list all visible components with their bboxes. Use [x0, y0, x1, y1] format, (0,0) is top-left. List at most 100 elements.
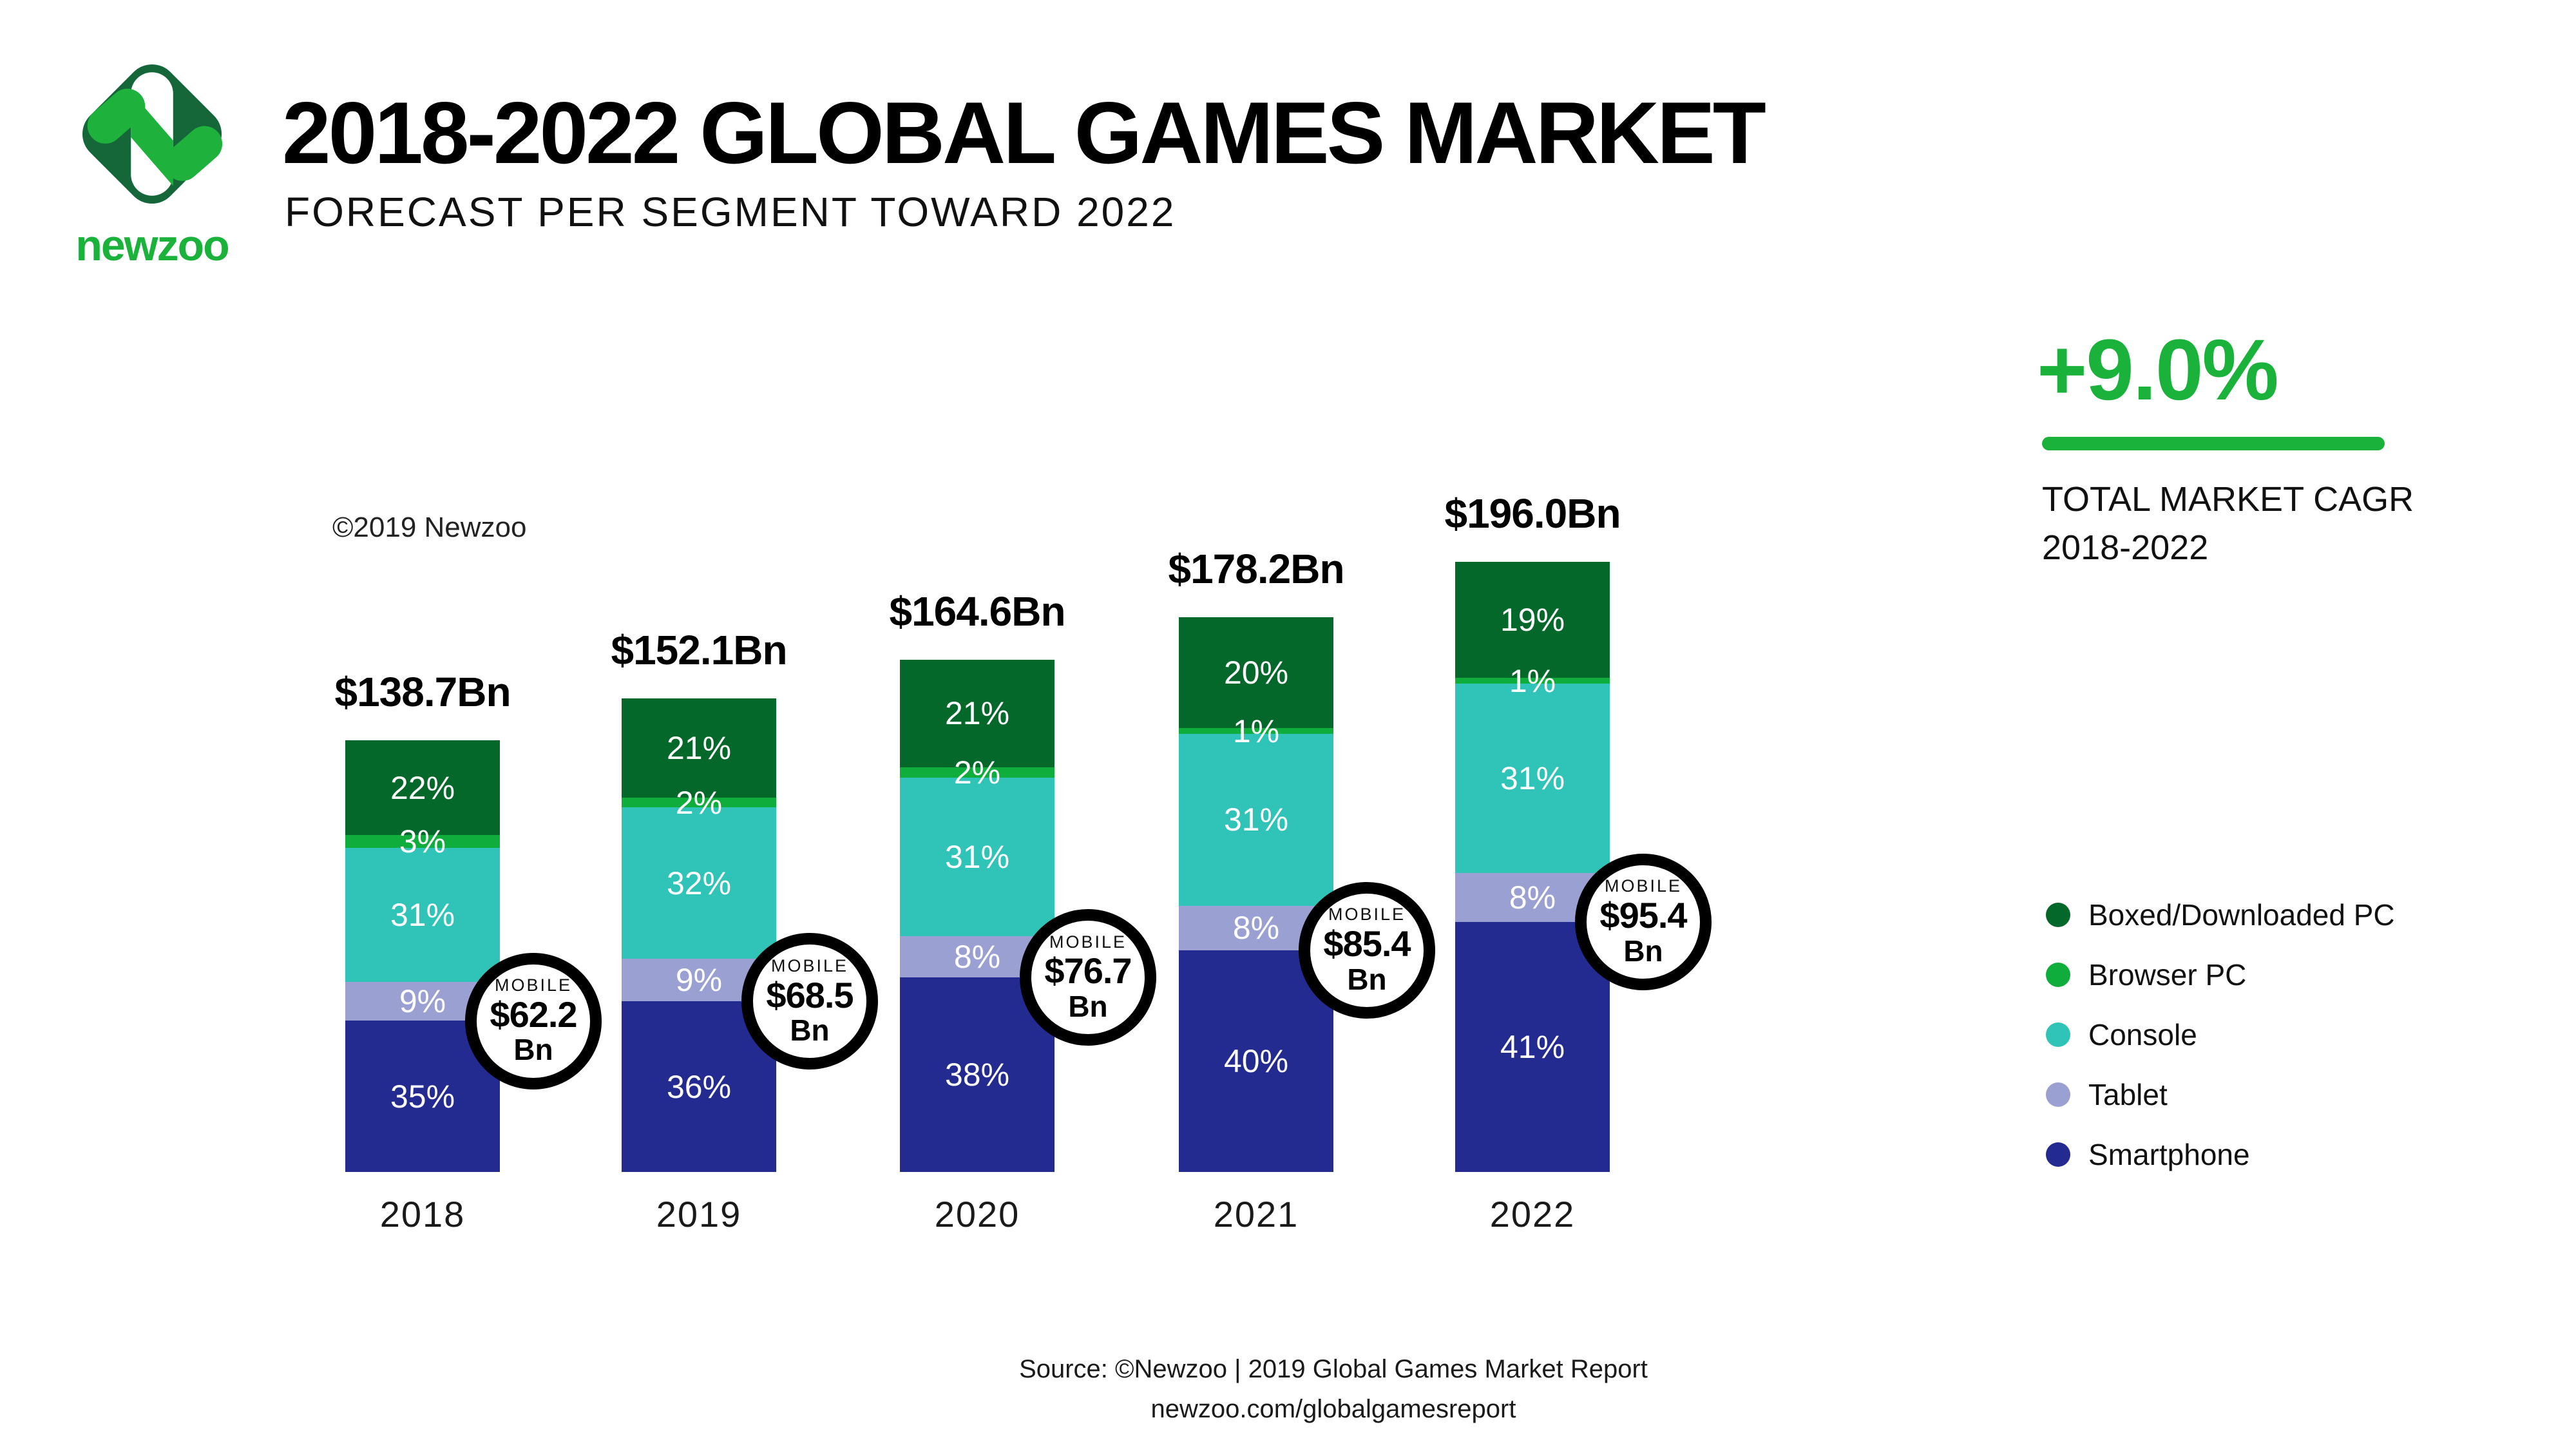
console-color-icon [2046, 1022, 2070, 1047]
source-url: newzoo.com/globalgamesreport [1150, 1395, 1516, 1423]
mobile-badge-2019: MOBILE $68.5 Bn [741, 933, 878, 1070]
segment-label-tablet-2022: 8% [1509, 879, 1556, 916]
cagr-caption-line2: 2018-2022 [2042, 528, 2209, 567]
bar-2021: 20% 1% 31% 8% 40% [1179, 617, 1333, 1172]
boxed-downloaded-pc-color-icon [2046, 903, 2070, 927]
legend-label-smartphone: Smartphone [2088, 1138, 2250, 1171]
cagr-caption: TOTAL MARKET CAGR 2018-2022 [2042, 475, 2414, 571]
segment-label-smartphone-2022: 41% [1500, 1028, 1565, 1065]
year-label-2018: 2018 [379, 1194, 466, 1234]
mobile-badge-value-2022: $95.4 [1599, 895, 1687, 936]
segment-label-boxed-downloaded-pc-2020: 21% [944, 695, 1010, 732]
mobile-badge-unit-2018: Bn [513, 1033, 553, 1067]
mobile-badge-value-2019: $68.5 [766, 974, 854, 1015]
segment-boxed-downloaded-pc-2020: 21% [900, 660, 1054, 767]
mobile-badge-value-2021: $85.4 [1323, 923, 1411, 964]
mobile-badge-2022: MOBILE $95.4 Bn [1575, 853, 1712, 990]
segment-label-smartphone-2018: 35% [390, 1078, 455, 1115]
mobile-badge-unit-2019: Bn [790, 1013, 830, 1048]
bar-2019: 21% 2% 32% 9% 36% [622, 698, 776, 1172]
segment-label-boxed-downloaded-pc-2022: 19% [1500, 601, 1565, 638]
page-title: 2018-2022 GLOBAL GAMES MARKET [282, 84, 1766, 182]
mobile-badge-title-2020: MOBILE [1049, 932, 1127, 952]
mobile-badge-title-2019: MOBILE [770, 956, 849, 976]
mobile-badge-value-2018: $62.2 [490, 993, 577, 1035]
legend-label-console: Console [2088, 1018, 2197, 1051]
segment-label-boxed-downloaded-pc-2021: 20% [1223, 655, 1289, 691]
segment-browser-pc-2019: 2% [622, 787, 776, 819]
bar-2020: 21% 2% 31% 8% 38% [900, 660, 1054, 1172]
segment-smartphone-2019: 36% [622, 1001, 776, 1172]
legend-item-boxed-downloaded-pc: Boxed/Downloaded PC [2046, 893, 2395, 937]
mobile-badge-2021: MOBILE $85.4 Bn [1299, 881, 1435, 1019]
year-label-2021: 2021 [1213, 1194, 1299, 1234]
segment-console-2021: 31% [1179, 733, 1333, 906]
segment-label-browser-pc-2021: 1% [1232, 713, 1280, 749]
total-label-2019: $152.1Bn [611, 627, 787, 673]
cagr-underline [2042, 437, 2385, 450]
segment-label-tablet-2018: 9% [399, 983, 446, 1020]
segment-label-smartphone-2020: 38% [944, 1056, 1010, 1093]
smartphone-color-icon [2046, 1142, 2070, 1167]
segment-label-console-2020: 31% [944, 839, 1010, 876]
tablet-color-icon [2046, 1082, 2070, 1107]
year-label-2020: 2020 [934, 1194, 1020, 1234]
segment-browser-pc-2021: 1% [1179, 715, 1333, 747]
mobile-badge-value-2020: $76.7 [1044, 950, 1132, 992]
legend-item-smartphone: Smartphone [2046, 1133, 2395, 1176]
segment-boxed-downloaded-pc-2019: 21% [622, 698, 776, 798]
segment-label-browser-pc-2022: 1% [1509, 662, 1556, 699]
segment-boxed-downloaded-pc-2021: 20% [1179, 617, 1333, 729]
source-line: Source: ©Newzoo | 2019 Global Games Mark… [1019, 1355, 1648, 1383]
segment-browser-pc-2018: 3% [345, 825, 500, 858]
segment-label-browser-pc-2020: 2% [953, 754, 1001, 791]
browser-pc-color-icon [2046, 963, 2070, 987]
segment-console-2019: 32% [622, 807, 776, 959]
source-footer: Source: ©Newzoo | 2019 Global Games Mark… [367, 1349, 2300, 1429]
legend-label-browser-pc: Browser PC [2088, 958, 2247, 992]
segment-smartphone-2021: 40% [1179, 950, 1333, 1172]
segment-console-2018: 31% [345, 848, 500, 983]
segment-label-boxed-downloaded-pc-2019: 21% [666, 730, 732, 767]
bar-2018: 22% 3% 31% 9% 35% [345, 740, 500, 1172]
bar-2022: 19% 1% 31% 8% 41% [1455, 562, 1610, 1172]
legend-item-console: Console [2046, 1013, 2395, 1057]
segment-label-console-2021: 31% [1223, 801, 1289, 838]
mobile-badge-title-2022: MOBILE [1604, 876, 1683, 896]
newzoo-wordmark: newzoo [75, 221, 229, 270]
cagr-value: +9.0% [2037, 322, 2279, 418]
mobile-badge-2020: MOBILE $76.7 Bn [1020, 908, 1156, 1046]
segment-label-console-2018: 31% [390, 897, 455, 934]
segment-browser-pc-2020: 2% [900, 756, 1054, 789]
newzoo-diamond-icon [82, 64, 223, 204]
segment-smartphone-2022: 41% [1455, 921, 1610, 1172]
cagr-caption-line1: TOTAL MARKET CAGR [2042, 480, 2414, 519]
segment-browser-pc-2022: 1% [1455, 665, 1610, 697]
segment-label-boxed-downloaded-pc-2018: 22% [390, 769, 455, 806]
mobile-badge-unit-2020: Bn [1068, 989, 1108, 1023]
segment-label-browser-pc-2018: 3% [399, 823, 446, 860]
segment-label-console-2022: 31% [1500, 760, 1565, 797]
legend: Boxed/Downloaded PC Browser PC Console Tabl… [2046, 893, 2395, 1193]
legend-item-browser-pc: Browser PC [2046, 953, 2395, 997]
mobile-badge-unit-2021: Bn [1347, 962, 1387, 996]
legend-label-tablet: Tablet [2088, 1078, 2168, 1111]
segment-label-tablet-2019: 9% [675, 962, 723, 999]
total-label-2020: $164.6Bn [889, 588, 1065, 635]
total-label-2022: $196.0Bn [1444, 490, 1621, 537]
segment-label-smartphone-2021: 40% [1223, 1042, 1289, 1079]
year-label-2019: 2019 [656, 1194, 742, 1234]
segment-label-browser-pc-2019: 2% [675, 784, 723, 821]
mobile-badge-title-2018: MOBILE [494, 975, 573, 995]
page-subtitle: FORECAST PER SEGMENT TOWARD 2022 [285, 189, 1176, 235]
segment-boxed-downloaded-pc-2018: 22% [345, 740, 500, 836]
segment-console-2022: 31% [1455, 684, 1610, 873]
segment-label-tablet-2021: 8% [1232, 910, 1280, 946]
segment-label-smartphone-2019: 36% [666, 1068, 732, 1105]
mobile-badge-title-2021: MOBILE [1328, 905, 1406, 925]
total-label-2021: $178.2Bn [1168, 546, 1344, 592]
mobile-badge-unit-2022: Bn [1623, 934, 1663, 968]
year-label-2022: 2022 [1489, 1194, 1576, 1234]
